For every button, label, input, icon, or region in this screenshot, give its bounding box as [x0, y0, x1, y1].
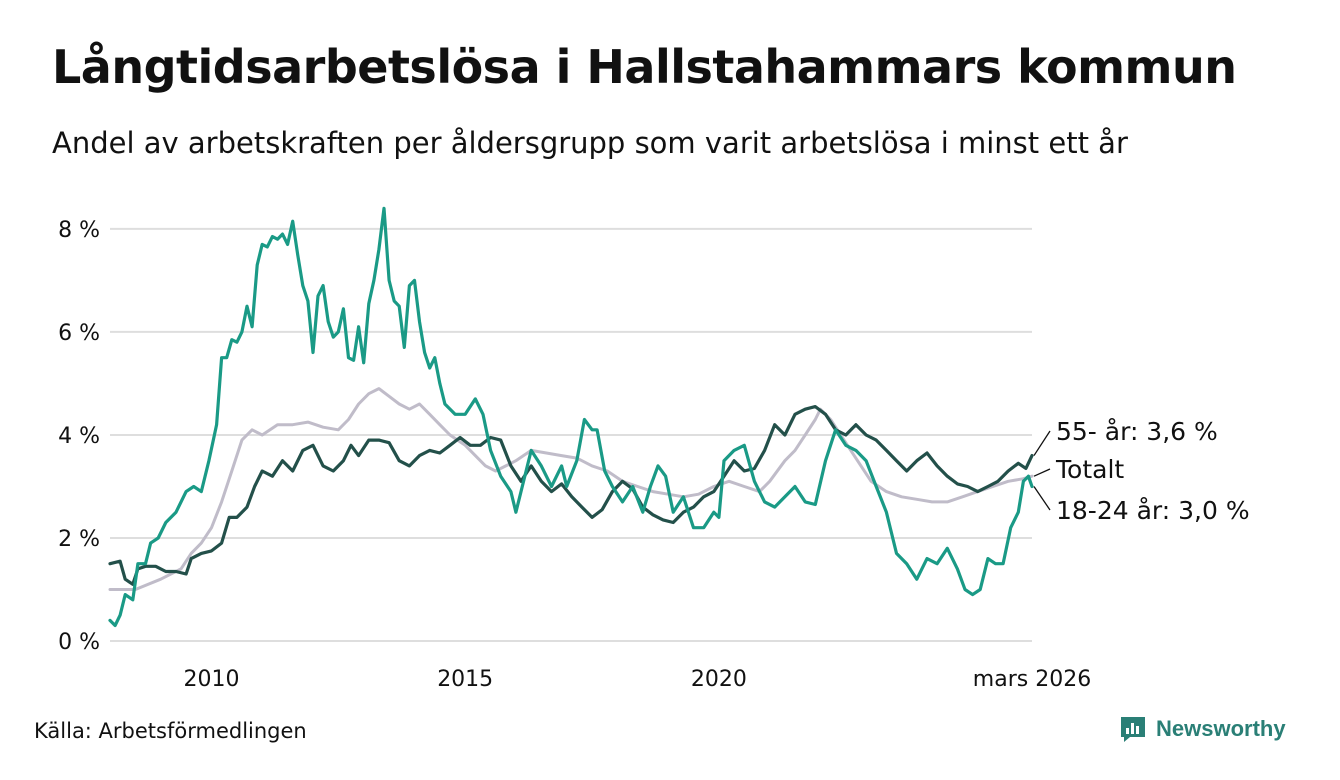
x-axis: 2010 2015 2020 mars 2026: [183, 667, 1091, 692]
series-end-label: 18-24 år: 3,0 %: [1056, 496, 1250, 525]
y-tick-label: 6 %: [58, 321, 100, 346]
y-tick-label: 8 %: [58, 218, 100, 243]
series-line-totalt: [108, 387, 1034, 591]
leader-line: [1033, 468, 1051, 477]
brand-logo: Newsworthy: [1118, 714, 1286, 744]
page-subtitle: Andel av arbetskraften per åldersgrupp s…: [52, 126, 1128, 160]
leader-line: [1033, 486, 1051, 511]
brand-name: Newsworthy: [1156, 716, 1286, 741]
end-labels: Totalt 55- år: 3,6 % 18-24 år: 3,0 %: [1033, 417, 1250, 525]
x-tick-label: 2010: [183, 667, 239, 692]
y-tick-label: 4 %: [58, 424, 100, 449]
x-tick-label: 2015: [437, 667, 493, 692]
y-tick-label: 0 %: [58, 630, 100, 655]
x-tick-label: mars 2026: [973, 667, 1091, 692]
series-line-18-24-r: [108, 206, 1034, 628]
page-title: Långtidsarbetslösa i Hallstahammars komm…: [52, 40, 1237, 94]
newsworthy-logo-icon: [1121, 717, 1145, 742]
series-end-label: 55- år: 3,6 %: [1056, 417, 1218, 446]
y-axis: 0 % 2 % 4 % 6 % 8 %: [58, 218, 100, 655]
source-note: Källa: Arbetsförmedlingen: [34, 719, 307, 743]
chart-series: [108, 206, 1034, 628]
series-end-label: Totalt: [1055, 455, 1124, 484]
chart-grid: [110, 227, 1032, 642]
series-line-55-r: [108, 405, 1034, 586]
leader-line: [1033, 430, 1051, 456]
y-tick-label: 2 %: [58, 527, 100, 552]
x-tick-label: 2020: [691, 667, 747, 692]
